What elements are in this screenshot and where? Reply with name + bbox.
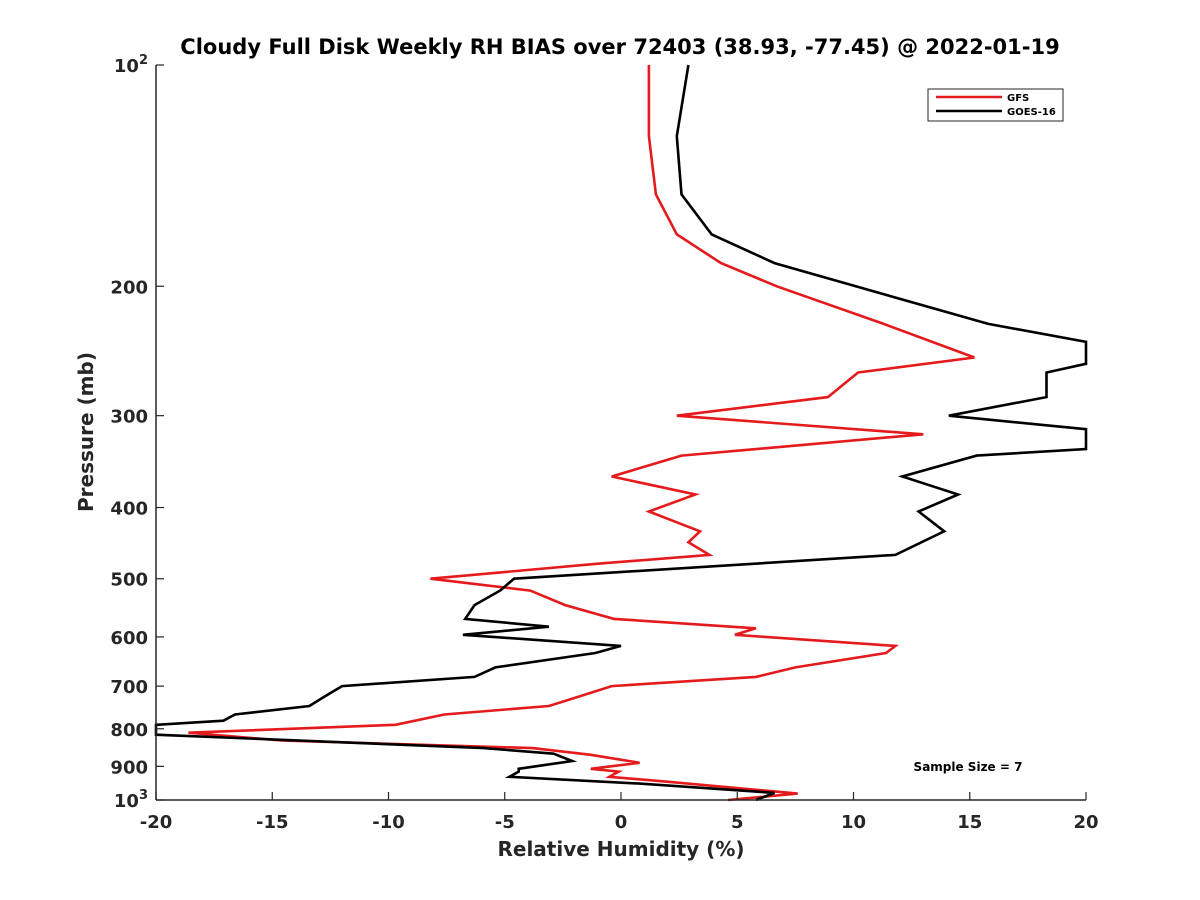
y-axis-label: Pressure (mb): [74, 352, 98, 512]
series-line-goes16: [154, 64, 1088, 802]
series-layer: [154, 64, 1088, 802]
y-tick-label: 400: [110, 499, 148, 520]
x-tick-label: -15: [256, 812, 289, 833]
x-tick-label: 5: [731, 812, 744, 833]
chart-title: Cloudy Full Disk Weekly RH BIAS over 724…: [180, 35, 1059, 59]
legend-label-gfs: GFS: [1007, 93, 1029, 104]
y-tick-label: 700: [110, 677, 148, 698]
y-tick-label: 200: [110, 277, 148, 298]
y-tick-label: 900: [110, 757, 148, 778]
x-tick-label: -5: [495, 812, 515, 833]
x-tick-label: 10: [841, 812, 866, 833]
y-tick-label: 600: [110, 628, 148, 649]
x-tick-label: -20: [140, 812, 173, 833]
sample-size-annotation: Sample Size = 7: [914, 760, 1023, 774]
x-tick-label: 0: [615, 812, 628, 833]
legend-box: [927, 88, 1064, 122]
x-tick-label: 20: [1073, 812, 1098, 833]
y-ticks: 102 200 300 400 500 600 700 800 900 103: [110, 53, 164, 812]
x-tick-label: 15: [957, 812, 982, 833]
legend-label-goes16: GOES-16: [1007, 107, 1056, 118]
series-line-gfs: [188, 65, 975, 802]
y-tick-label: 800: [110, 720, 148, 741]
y-tick-label: 300: [110, 407, 148, 428]
y-tick-label: 102: [114, 53, 148, 77]
x-axis-label: Relative Humidity (%): [497, 837, 744, 861]
y-tick-label: 103: [114, 788, 148, 812]
x-ticks: -20 -15 -10 -5 0 5 10 15 20: [140, 792, 1099, 833]
legend: GFS GOES-16: [927, 88, 1064, 122]
y-tick-label: 500: [110, 570, 148, 591]
x-tick-label: -10: [372, 812, 405, 833]
